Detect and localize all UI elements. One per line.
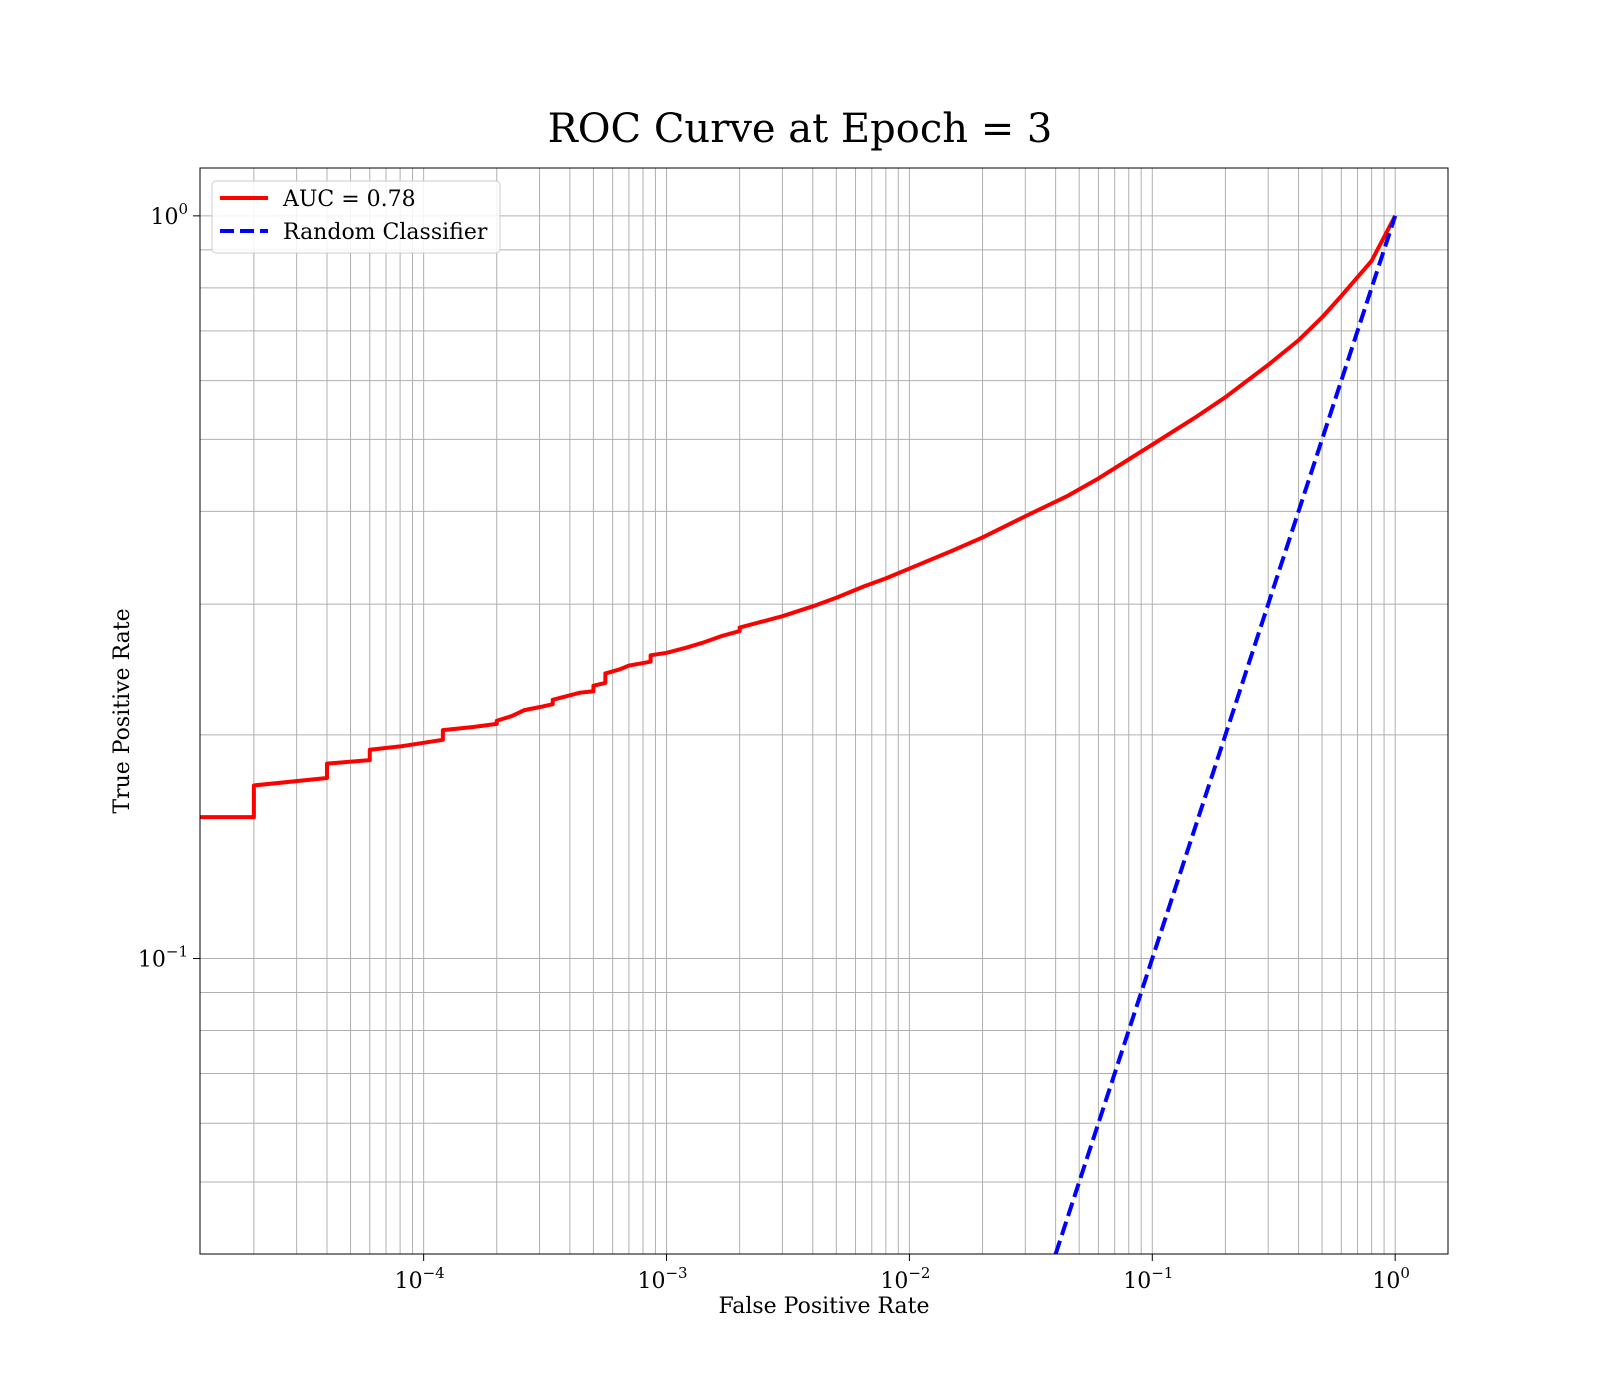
axis-ticks: 10−4 10−3 10−2 10−1 100 10−1 100 [138,200,1410,1294]
x-tick-label: 10−1 [1123,1264,1173,1294]
plot-area [200,214,1398,1254]
y-tick-label: 100 [150,200,188,230]
chart-title: ROC Curve at Epoch = 3 [548,106,1053,152]
x-tick-label: 100 [1372,1264,1410,1294]
x-axis-label: False Positive Rate [718,1294,929,1319]
roc-curve-line [200,214,1397,820]
x-tick-label: 10−4 [395,1264,445,1294]
y-tick-label: 10−1 [138,942,188,972]
legend-box [211,180,501,254]
plot-frame [199,167,1449,1255]
random-classifier-line [1053,215,1398,1254]
legend-label-random-classifier: Random Classifier [283,220,488,245]
y-axis-label: True Positive Rate [110,608,135,813]
grid [200,168,1448,1255]
legend-label-auc: AUC = 0.78 [282,187,416,212]
x-tick-label: 10−2 [880,1264,930,1294]
legend: AUC = 0.78 Random Classifier [211,180,501,254]
x-tick-label: 10−3 [637,1264,687,1294]
